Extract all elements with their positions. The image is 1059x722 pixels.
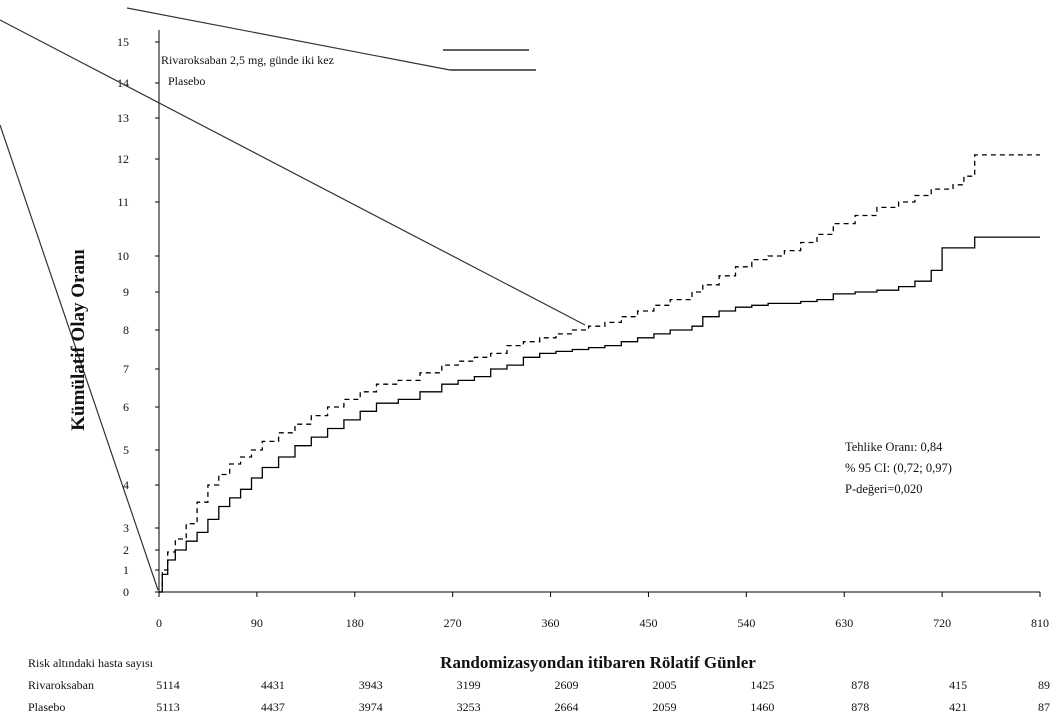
legend-label: Rivaroksaban 2,5 mg, günde iki kez	[161, 53, 334, 67]
risk-value: 3974	[359, 700, 383, 714]
y-tick-label: 14	[117, 76, 129, 90]
x-tick-label: 630	[835, 616, 853, 630]
risk-value: 1460	[750, 700, 774, 714]
x-tick-label: 180	[346, 616, 364, 630]
risk-value: 4431	[261, 678, 285, 692]
risk-row-label: Rivaroksaban	[28, 678, 94, 692]
y-tick-label: 5	[123, 443, 129, 457]
x-tick-label: 0	[156, 616, 162, 630]
stats-p-value: P-değeri=0,020	[845, 482, 923, 496]
risk-value: 878	[851, 678, 869, 692]
decorative-line	[0, 124, 159, 591]
x-axis-label: Randomizasyondan itibaren Rölatif Günler	[440, 653, 756, 672]
stats-hazard-ratio: Tehlike Oranı: 0,84	[845, 440, 943, 454]
stats-ci: % 95 CI: (0,72; 0,97)	[845, 461, 952, 475]
axes	[158, 30, 1040, 593]
legend: Rivaroksaban 2,5 mg, günde iki kez Plaseb…	[161, 49, 536, 88]
y-tick-label: 11	[117, 195, 129, 209]
y-tick-label: 10	[117, 249, 129, 263]
y-tick-label: 15	[117, 35, 129, 49]
x-tick-label: 810	[1031, 616, 1049, 630]
decorative-line	[0, 19, 586, 326]
series-line-plasebo	[159, 154, 1040, 593]
risk-row-label: Plasebo	[28, 700, 65, 714]
y-tick-label: 3	[123, 521, 129, 535]
series-layer	[159, 154, 1040, 593]
decorative-line	[126, 7, 451, 71]
risk-table-title: Risk altındaki hasta sayısı	[28, 656, 154, 670]
x-tick-label: 450	[639, 616, 657, 630]
y-axis-label: Kümülatif Olay Oranı	[68, 249, 89, 431]
risk-value: 415	[949, 678, 967, 692]
y-tick-label: 0	[123, 585, 129, 599]
risk-value: 2609	[555, 678, 579, 692]
x-tick-label: 360	[542, 616, 560, 630]
series-line-rivaroksaban	[159, 236, 1040, 593]
y-tick-label: 2	[123, 543, 129, 557]
risk-table: Risk altındaki hasta sayısı Rivaroksaban…	[28, 656, 1050, 714]
risk-value: 3199	[457, 678, 481, 692]
y-tick-label: 13	[117, 111, 129, 125]
risk-value: 2005	[652, 678, 676, 692]
risk-value: 4437	[261, 700, 285, 714]
risk-value: 3943	[359, 678, 383, 692]
stats-annotation: Tehlike Oranı: 0,84 % 95 CI: (0,72; 0,97…	[845, 440, 952, 496]
y-tick-label: 8	[123, 323, 129, 337]
legend-label: Plasebo	[168, 74, 205, 88]
risk-value: 878	[851, 700, 869, 714]
y-tick-label: 1	[123, 563, 129, 577]
risk-value: 2664	[555, 700, 579, 714]
risk-value: 89	[1038, 678, 1050, 692]
x-tick-label: 270	[444, 616, 462, 630]
y-tick-label: 12	[117, 152, 129, 166]
y-tick-label: 7	[123, 362, 129, 376]
x-tick-label: 540	[737, 616, 755, 630]
x-tick-label: 720	[933, 616, 951, 630]
risk-value: 5114	[156, 678, 180, 692]
risk-value: 2059	[652, 700, 676, 714]
overlay-lines	[0, 7, 586, 591]
risk-value: 5113	[156, 700, 180, 714]
risk-value: 87	[1038, 700, 1050, 714]
y-tick-label: 6	[123, 400, 129, 414]
risk-value: 3253	[457, 700, 481, 714]
risk-value: 421	[949, 700, 967, 714]
y-tick-label: 4	[123, 478, 129, 492]
y-tick-label: 9	[123, 285, 129, 299]
x-tick-label: 90	[251, 616, 263, 630]
risk-value: 1425	[750, 678, 774, 692]
